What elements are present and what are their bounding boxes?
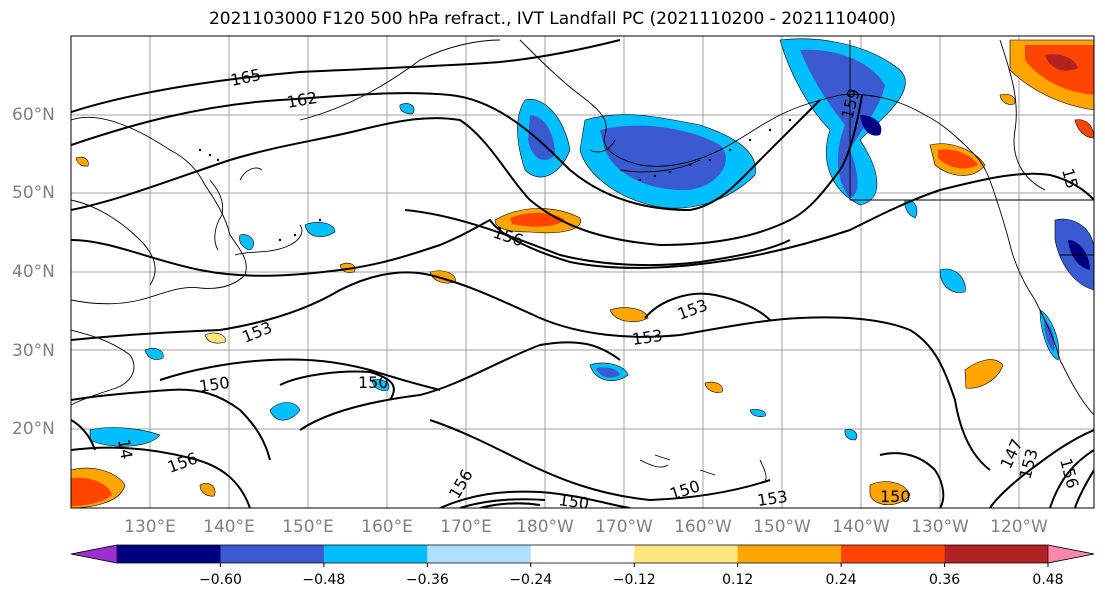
colorbar-tick-label: −0.24 [509,572,552,588]
colorbar-tick-label: −0.12 [613,572,656,588]
colorbar-extend-high [1047,544,1095,564]
map-title: 2021103000 F120 500 hPa refract., IVT La… [208,9,896,29]
contour-label: 150 [198,373,231,396]
lon-label: 130°W [911,517,969,537]
colorbar-segment [841,545,946,563]
colorbar-tick-label: 0.24 [826,572,857,588]
lon-label: 150°W [753,517,811,537]
lon-label: 170°W [595,517,653,537]
colorbar: −0.60 −0.48 −0.36 −0.24 −0.12 0.12 0.24 0.36 0.4… [70,544,1095,588]
map-frame [70,35,1095,509]
contour-label: 150 [358,373,389,392]
colorbar-segment [323,545,428,563]
lon-label: 140°W [832,517,890,537]
lat-label: 40°N [12,262,55,282]
lon-label: 160°W [674,517,732,537]
latitude-labels: 60°N 50°N 40°N 30°N 20°N [12,105,55,439]
colorbar-segment [944,545,1049,563]
ivt-shading [71,38,1094,508]
colorbar-segment [117,545,221,563]
lon-label: 150°E [282,517,334,537]
contour-label: 14 [114,437,136,460]
lon-label: 180°W [516,517,574,537]
colorbar-tick-label: 0.48 [1032,572,1063,588]
contour-label: 150 [880,487,911,506]
contour-label: 153 [756,487,789,510]
colorbar-segment [634,545,739,563]
lon-label: 160°E [361,517,413,537]
colorbar-segment [530,545,635,563]
height-contours [71,39,1094,508]
lon-label: 120°W [990,517,1048,537]
lat-label: 30°N [12,341,55,361]
contour-label: 153 [631,326,664,349]
lon-label: 140°E [203,517,255,537]
lat-label: 60°N [12,105,55,125]
lat-label: 20°N [12,419,55,439]
longitude-labels: 130°E 140°E 150°E 160°E 170°E 180°W 170°W 160°W… [124,517,1048,537]
contour-label: 150 [557,490,590,513]
colorbar-outline [70,544,1095,564]
colorbar-tick-label: −0.48 [302,572,345,588]
colorbar-tick-label: −0.36 [406,572,449,588]
colorbar-segment [220,545,325,563]
colorbar-tick-label: 0.36 [929,572,960,588]
lat-label: 50°N [12,183,55,203]
colorbar-tick-label: −0.60 [199,572,242,588]
lon-label: 130°E [124,517,176,537]
colorbar-extend-low [70,544,118,564]
colorbar-segment [427,545,532,563]
aleutian-islands [198,118,792,242]
colorbar-segment [737,545,842,563]
lon-label: 170°E [440,517,492,537]
contour-label: 15 [1058,166,1082,191]
colorbar-tick-label: 0.12 [722,572,753,588]
